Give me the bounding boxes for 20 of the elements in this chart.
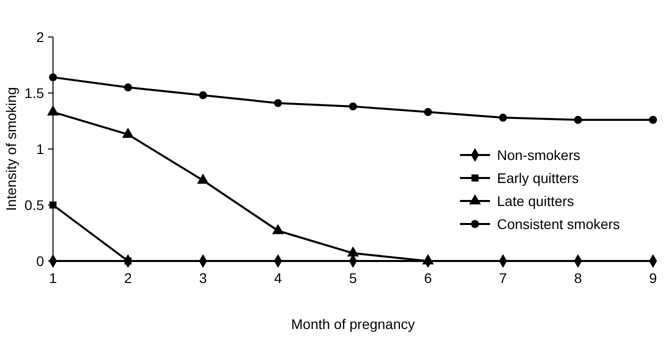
x-tick-label: 6 xyxy=(424,270,432,286)
x-tick-label: 3 xyxy=(199,270,208,286)
legend-label: Early quitters xyxy=(497,170,579,186)
x-tick-label: 1 xyxy=(49,270,58,286)
legend-label: Non-smokers xyxy=(497,146,580,163)
y-tick-label: 0 xyxy=(36,252,44,269)
x-axis-title: Month of pregnancy xyxy=(291,316,415,332)
y-axis-title: Intensity of smoking xyxy=(3,87,19,211)
x-tick-label: 9 xyxy=(649,270,658,286)
x-tick-label: 5 xyxy=(349,270,358,286)
y-tick-label: 1 xyxy=(36,140,44,157)
y-tick-label: 0.5 xyxy=(24,196,44,213)
y-tick-label: 2 xyxy=(36,28,44,45)
x-tick-label: 7 xyxy=(499,270,508,286)
y-tick-label: 1.5 xyxy=(24,84,44,101)
x-tick-label: 2 xyxy=(124,270,132,286)
x-tick-label: 4 xyxy=(274,270,282,286)
legend-label: Late quitters xyxy=(497,192,574,209)
x-tick-label: 8 xyxy=(574,270,582,286)
legend-label: Consistent smokers xyxy=(497,216,620,232)
